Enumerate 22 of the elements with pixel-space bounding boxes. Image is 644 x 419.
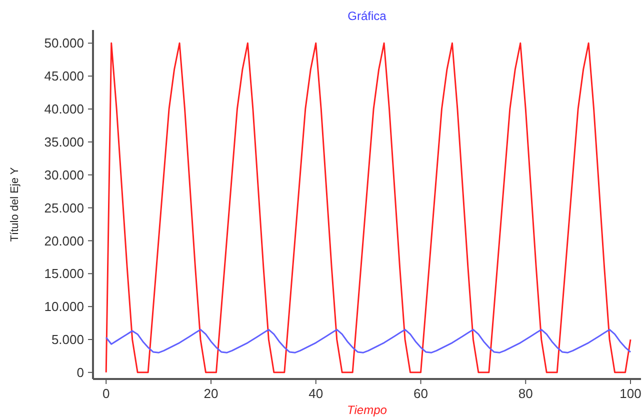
- y-tick-label: 45.000: [44, 68, 84, 84]
- x-tick-label: 40: [308, 386, 324, 401]
- x-tick-label: 20: [204, 386, 218, 401]
- line-series: [105, 328, 632, 354]
- y-tick-label: 35.000: [44, 134, 84, 150]
- y-tick-label: 10.000: [44, 299, 84, 314]
- y-tick-label: 50.000: [44, 36, 84, 51]
- x-tick-label: 60: [414, 386, 428, 401]
- y-tick-label: 40.000: [44, 102, 84, 117]
- y-tick-label: 0: [76, 364, 84, 380]
- y-tick-label: 25.000: [44, 200, 84, 216]
- x-tick-label: 100: [620, 386, 642, 401]
- y-tick-label: 15.000: [44, 266, 84, 282]
- chart-title: Gráfica: [348, 9, 387, 23]
- y-tick-label: 30.000: [44, 167, 84, 182]
- x-tick-label: 0: [102, 386, 110, 401]
- y-axis-title: Título del Eje Y: [9, 166, 21, 242]
- x-tick-label: 80: [518, 386, 533, 401]
- y-tick-label: 20.000: [44, 233, 84, 248]
- line-series: [105, 42, 632, 374]
- x-axis-title: Tiempo: [347, 403, 388, 417]
- y-tick-label: 5.000: [51, 332, 84, 348]
